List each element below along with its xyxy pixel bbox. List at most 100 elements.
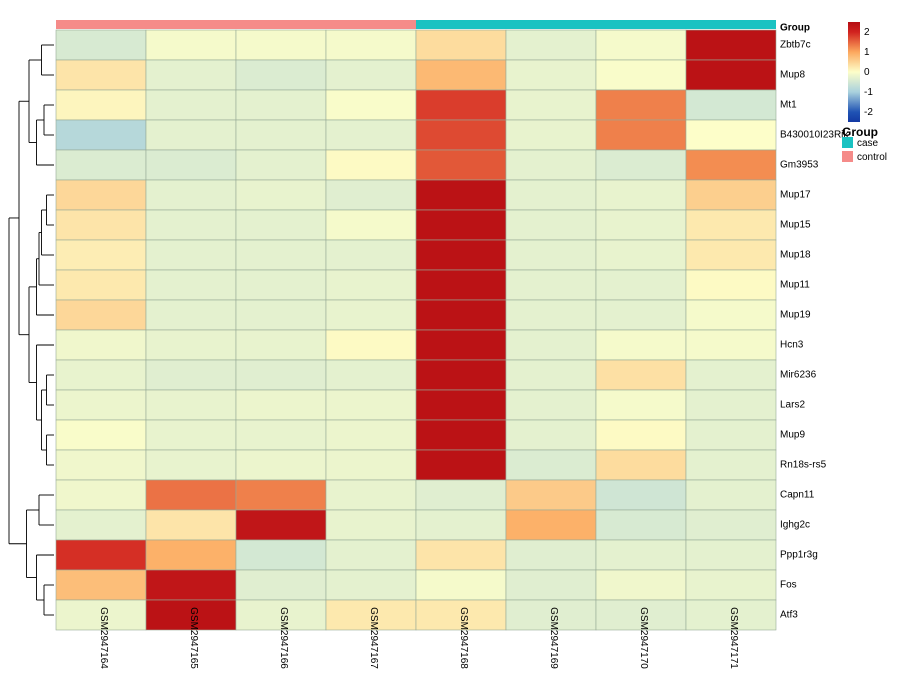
heatmap-cell: [506, 300, 596, 330]
group-legend-title: Group: [842, 125, 878, 139]
heatmap-cell: [56, 150, 146, 180]
heatmap-cell: [56, 390, 146, 420]
heatmap-cell: [416, 60, 506, 90]
heatmap-cell: [416, 510, 506, 540]
heatmap-cell: [146, 420, 236, 450]
heatmap-cell: [146, 180, 236, 210]
column-label: GSM2947166: [278, 607, 289, 669]
column-label: GSM2947164: [98, 607, 109, 669]
heatmap-cell: [56, 480, 146, 510]
heatmap-cell: [416, 390, 506, 420]
heatmap-cell: [596, 540, 686, 570]
heatmap-cell: [146, 60, 236, 90]
heatmap-cell: [326, 150, 416, 180]
heatmap-cell: [146, 480, 236, 510]
heatmap-cell: [146, 120, 236, 150]
colorscale-legend: 210-1-2: [848, 22, 873, 122]
heatmap-cell: [416, 360, 506, 390]
heatmap-cell: [686, 90, 776, 120]
heatmap-cell: [686, 450, 776, 480]
heatmap-cell: [56, 240, 146, 270]
column-label: GSM2947170: [638, 607, 649, 669]
heatmap-cell: [686, 330, 776, 360]
heatmap-cell: [326, 240, 416, 270]
heatmap-cell: [236, 420, 326, 450]
row-label: Mup11: [780, 280, 810, 291]
heatmap-cell: [416, 480, 506, 510]
heatmap-cell: [686, 210, 776, 240]
heatmap-cell: [326, 570, 416, 600]
heatmap-cell: [236, 180, 326, 210]
annotation-cell: [56, 20, 146, 29]
heatmap-cell: [686, 540, 776, 570]
row-label: Zbtb7c: [780, 40, 811, 51]
heatmap-cell: [506, 540, 596, 570]
heatmap-cell: [506, 480, 596, 510]
heatmap-cell: [506, 330, 596, 360]
heatmap-cell: [56, 330, 146, 360]
heatmap-cell: [146, 540, 236, 570]
heatmap-cell: [236, 90, 326, 120]
row-label: Mup8: [780, 70, 805, 81]
row-label: B430010I23Rik: [780, 130, 849, 141]
heatmap-cell: [326, 180, 416, 210]
row-label: Lars2: [780, 400, 805, 411]
heatmap-cell: [686, 480, 776, 510]
heatmap-cell: [596, 90, 686, 120]
row-label: Mup19: [780, 310, 811, 321]
heatmap-cell: [236, 150, 326, 180]
heatmap-cell: [506, 240, 596, 270]
heatmap-cell: [686, 510, 776, 540]
heatmap-cell: [596, 300, 686, 330]
heatmap-cell: [326, 360, 416, 390]
group-swatch: [842, 137, 853, 148]
colorscale-tick: -1: [864, 87, 873, 98]
heatmap-cell: [56, 120, 146, 150]
annotation-cell: [416, 20, 506, 29]
annotation-title: Group: [780, 23, 810, 34]
heatmap-cell: [146, 330, 236, 360]
group-legend: Groupcasecontrol: [842, 125, 887, 163]
heatmap-cell: [596, 510, 686, 540]
row-label: Gm3953: [780, 160, 819, 171]
heatmap-cell: [326, 30, 416, 60]
heatmap-cell: [596, 150, 686, 180]
heatmap-cell: [326, 450, 416, 480]
heatmap-cell: [56, 270, 146, 300]
heatmap-cell: [236, 60, 326, 90]
heatmap-cell: [596, 180, 686, 210]
colorscale-tick: 2: [864, 27, 870, 38]
group-swatch: [842, 151, 853, 162]
heatmap-cell: [56, 180, 146, 210]
group-level-label: control: [857, 152, 887, 163]
heatmap-cell: [236, 240, 326, 270]
heatmap-cell: [506, 510, 596, 540]
heatmap-cell: [596, 240, 686, 270]
heatmap-cell: [416, 210, 506, 240]
heatmap-cell: [326, 60, 416, 90]
heatmap-cell: [416, 420, 506, 450]
row-label: Capn11: [780, 490, 815, 501]
heatmap-cell: [146, 210, 236, 240]
heatmap-cell: [326, 90, 416, 120]
column-label: GSM2947171: [728, 607, 739, 669]
heatmap-cell: [326, 120, 416, 150]
row-label: Mup18: [780, 250, 811, 261]
heatmap-cell: [416, 150, 506, 180]
row-label: Mup9: [780, 430, 805, 441]
heatmap-cell: [236, 480, 326, 510]
heatmap-cell: [236, 450, 326, 480]
heatmap-cell: [686, 150, 776, 180]
heatmap-cell: [326, 480, 416, 510]
heatmap-cell: [56, 540, 146, 570]
heatmap-cell: [506, 210, 596, 240]
heatmap-cell: [56, 60, 146, 90]
heatmap-cell: [506, 270, 596, 300]
heatmap-cell: [416, 120, 506, 150]
heatmap-cell: [416, 30, 506, 60]
heatmap: [56, 30, 776, 630]
heatmap-cell: [56, 570, 146, 600]
heatmap-cell: [506, 150, 596, 180]
heatmap-cell: [596, 360, 686, 390]
heatmap-cell: [56, 300, 146, 330]
